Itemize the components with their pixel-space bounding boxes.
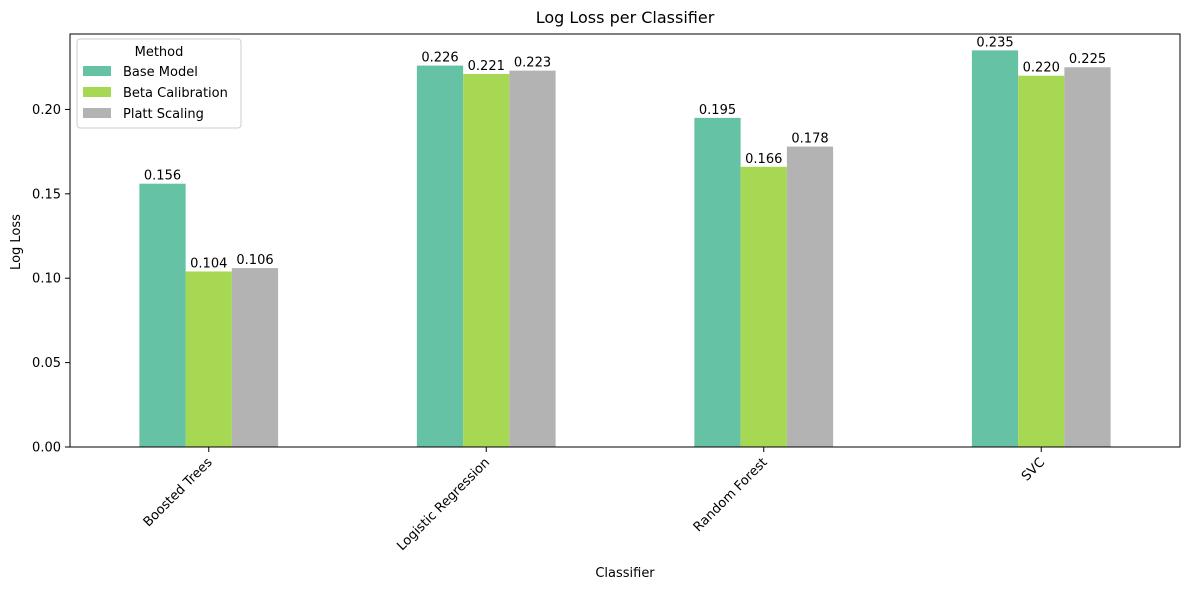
bar: [231, 268, 279, 447]
bar: [740, 166, 787, 447]
data-label: 0.166: [745, 152, 782, 167]
data-label: 0.235: [976, 35, 1013, 50]
y-tick-label: 0.20: [32, 103, 61, 118]
x-tick-label: Random Forest: [691, 455, 771, 535]
y-axis-label: Log Loss: [9, 214, 24, 270]
legend-swatch: [83, 66, 111, 76]
bar: [139, 183, 186, 447]
legend-swatch: [83, 87, 111, 97]
data-label: 0.156: [144, 169, 181, 184]
x-axis-label: Classifier: [595, 566, 655, 581]
bar: [416, 65, 464, 448]
data-label: 0.178: [791, 132, 828, 147]
legend-title: Method: [135, 45, 184, 60]
chart-title: Log Loss per Classifier: [536, 8, 715, 27]
data-label: 0.220: [1023, 61, 1060, 76]
y-tick-label: 0.15: [32, 187, 61, 202]
plot-frame: [69, 33, 1181, 448]
legend: Method Base Model Beta Calibration Platt Sc…: [76, 38, 242, 129]
bar: [971, 50, 1019, 448]
data-label: 0.223: [514, 56, 551, 71]
data-label: 0.104: [190, 256, 227, 271]
bar: [509, 70, 556, 447]
bar: [786, 146, 834, 447]
legend-swatch: [83, 108, 111, 118]
data-label: 0.226: [421, 51, 458, 66]
bar: [1018, 75, 1065, 448]
data-label: 0.106: [236, 253, 273, 268]
bar: [463, 74, 510, 447]
legend-label: Beta Calibration: [123, 86, 228, 101]
legend-label: Platt Scaling: [123, 107, 204, 122]
data-label: 0.195: [699, 103, 736, 118]
y-tick-label: 0.10: [32, 272, 61, 287]
legend-label: Base Model: [123, 65, 198, 80]
y-tick-label: 0.05: [32, 356, 61, 371]
legend-box: [76, 38, 242, 129]
bar: [185, 271, 232, 447]
bar: [1064, 67, 1111, 448]
data-label: 0.221: [468, 59, 505, 74]
y-tick-label: 0.00: [32, 441, 61, 456]
x-tick-label: Boosted Trees: [141, 455, 216, 530]
data-label: 0.225: [1069, 52, 1106, 67]
bar: [694, 117, 741, 447]
x-tick-label: Logistic Regression: [394, 455, 493, 554]
x-tick-label: SVC: [1019, 455, 1048, 484]
